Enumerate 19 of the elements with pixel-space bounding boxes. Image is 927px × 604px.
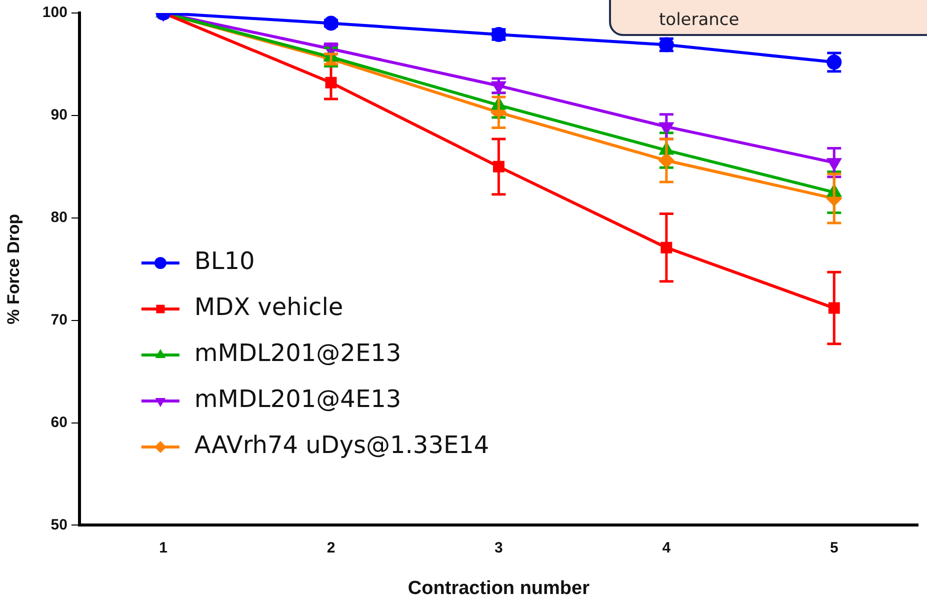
legend-label: MDX vehicle — [194, 293, 344, 322]
y-tick-label: 100 — [42, 4, 68, 22]
legend-label: mMDL201@2E13 — [194, 339, 402, 368]
legend-label: mMDL201@4E13 — [194, 385, 402, 414]
legend-label: AAVrh74 uDys@1.33E14 — [194, 431, 490, 460]
x-axis-title: Contraction number — [408, 578, 590, 599]
y-tick-label: 50 — [50, 516, 68, 534]
x-tick-label: 2 — [326, 539, 336, 556]
y-tick-label: 70 — [50, 311, 68, 328]
y-tick-label: 80 — [50, 209, 68, 226]
x-tick-label: 4 — [662, 539, 672, 556]
x-tick-label: 5 — [830, 539, 838, 556]
callout-box: tolerance — [609, 0, 927, 36]
legend-label: BL10 — [194, 247, 255, 276]
y-tick-label: 90 — [50, 106, 68, 124]
y-axis-title: % Force Drop — [4, 214, 23, 324]
x-tick-label: 3 — [494, 539, 503, 556]
y-tick-label: 60 — [50, 414, 68, 431]
x-tick-label: 1 — [159, 539, 168, 556]
